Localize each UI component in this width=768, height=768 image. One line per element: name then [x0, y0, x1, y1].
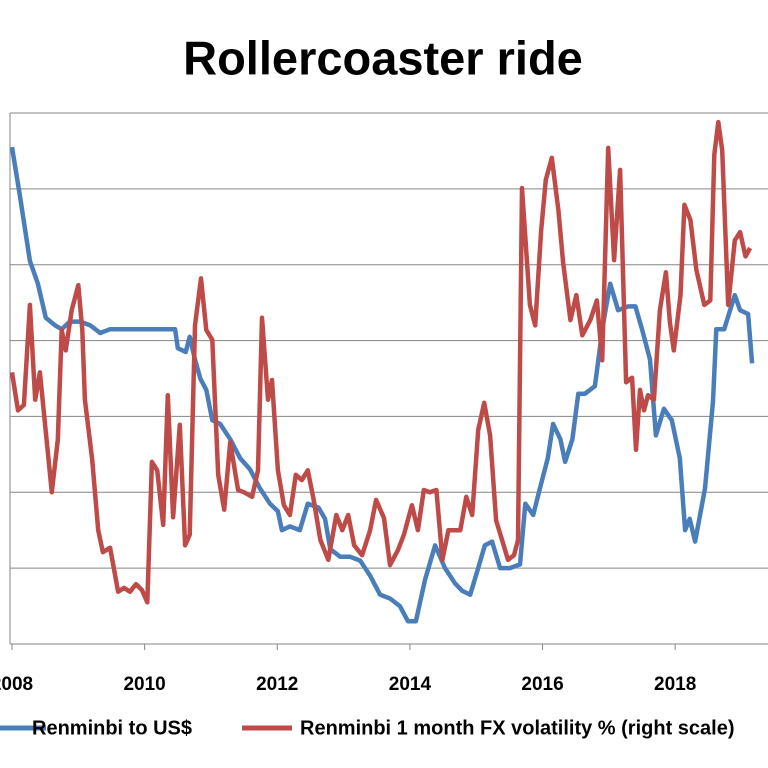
x-tick-label: 2014 [389, 674, 432, 695]
legend-label: Renminbi 1 month FX volatility % (right … [300, 717, 735, 739]
x-tick-label: 2010 [123, 674, 165, 695]
legend-label: Renminbi to US$ [32, 717, 192, 739]
series-line [9, 119, 753, 605]
x-tick-label: 2018 [654, 674, 696, 695]
x-tick-label: 2012 [256, 674, 298, 695]
series-line [9, 146, 755, 624]
x-tick-label: 2016 [521, 674, 563, 695]
chart-title: Rollercoaster ride [183, 31, 583, 84]
x-tick-label: 2008 [0, 674, 33, 695]
